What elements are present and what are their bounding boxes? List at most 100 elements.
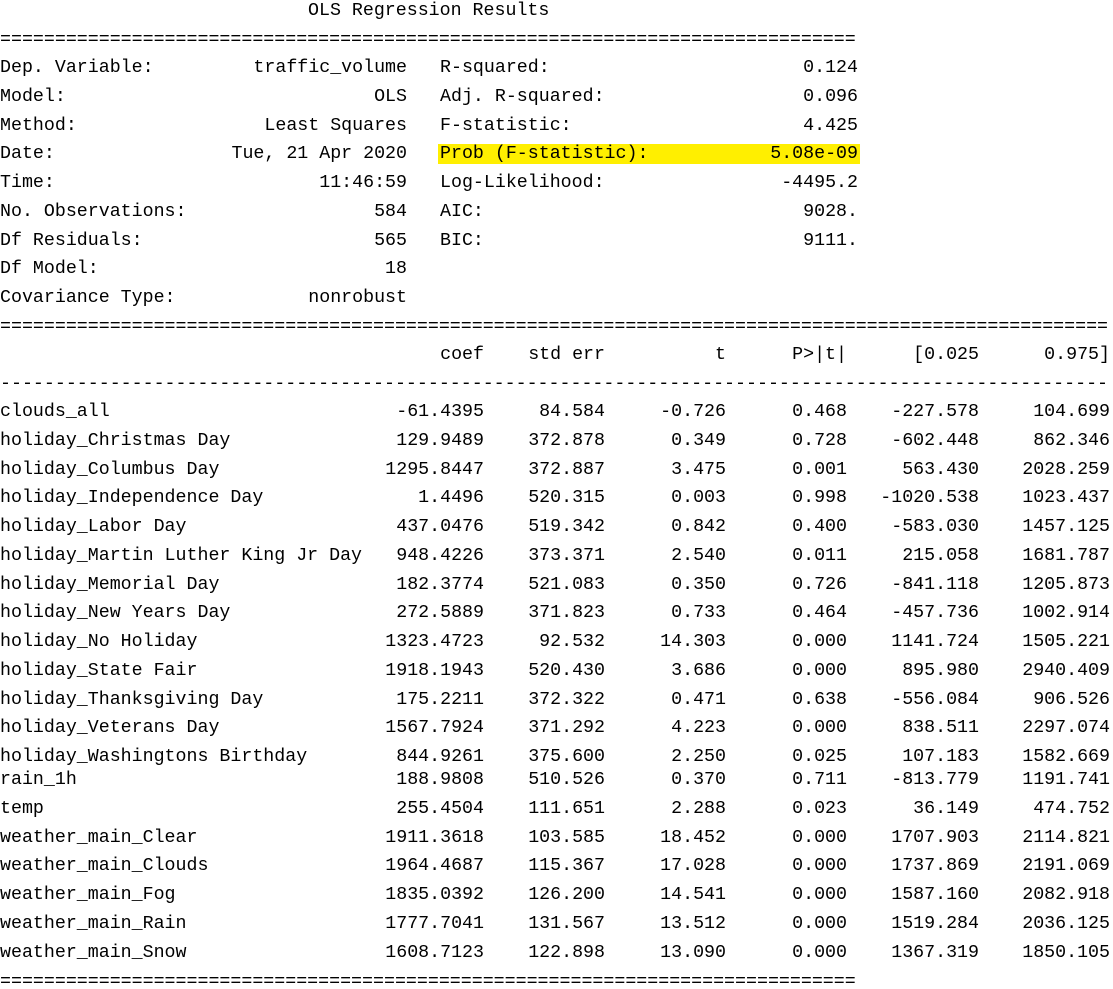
summary-value: 584	[374, 201, 407, 222]
summary-label: Covariance Type:	[0, 288, 176, 308]
cell: 1002.914	[1022, 603, 1110, 624]
summary-label: BIC:	[440, 230, 484, 251]
summary-label: Dep. Variable:	[0, 58, 154, 78]
summary-label: No. Observations:	[0, 201, 187, 222]
cell: 373.371	[528, 545, 605, 566]
summary-label: F-statistic:	[440, 115, 572, 136]
cell: 0.025	[792, 747, 847, 767]
cell: 2114.821	[1022, 827, 1110, 848]
column-header: [0.025	[913, 345, 979, 365]
row-label: temp	[0, 798, 44, 819]
cell: 2028.259	[1022, 459, 1110, 480]
summary-label: Prob (F-statistic):	[440, 144, 649, 165]
cell: 2.288	[671, 798, 726, 819]
cell: -61.4395	[396, 402, 484, 422]
cell: 372.887	[528, 459, 605, 480]
summary-label: Method:	[0, 115, 77, 136]
cell: 0.370	[671, 770, 726, 790]
summary-value: OLS	[374, 86, 407, 107]
cell: 1.4496	[418, 488, 484, 509]
cell: 2940.409	[1022, 660, 1110, 681]
cell: -602.448	[891, 430, 979, 451]
cell: 0.468	[792, 402, 847, 422]
cell: 0.000	[792, 942, 847, 963]
cell: 1964.4687	[385, 856, 484, 877]
cell: 0.001	[792, 459, 847, 480]
summary-label: AIC:	[440, 201, 484, 222]
row-label: holiday_Martin Luther King Jr Day	[0, 545, 363, 566]
row-label: weather_main_Snow	[0, 942, 187, 963]
cell: 1519.284	[891, 913, 979, 934]
row-label: weather_main_Fog	[0, 885, 176, 905]
separator: ========================================…	[0, 30, 856, 50]
cell: 563.430	[902, 459, 979, 480]
cell: 844.9261	[396, 747, 484, 767]
column-header: P>|t|	[792, 345, 847, 365]
cell: 0.003	[671, 488, 726, 509]
cell: 1850.105	[1022, 942, 1110, 963]
cell: 255.4504	[396, 798, 484, 819]
column-header: 0.975]	[1044, 345, 1110, 365]
cell: 1457.125	[1022, 517, 1110, 537]
cell: 104.699	[1033, 402, 1110, 422]
cell: 1323.4723	[385, 632, 484, 652]
summary-label: Log-Likelihood:	[440, 173, 605, 193]
column-header: coef	[440, 345, 484, 365]
cell: 0.349	[671, 430, 726, 451]
cell: 437.0476	[396, 517, 484, 537]
cell: 0.000	[792, 660, 847, 681]
cell: 2.540	[671, 545, 726, 566]
cell: -841.118	[891, 574, 979, 595]
cell: -813.779	[891, 770, 979, 790]
cell: 0.350	[671, 574, 726, 595]
cell: 131.567	[528, 913, 605, 934]
row-label: weather_main_Clear	[0, 827, 198, 848]
cell: 126.200	[528, 885, 605, 905]
cell: 122.898	[528, 942, 605, 963]
cell: 0.726	[792, 574, 847, 595]
column-header: std err	[528, 345, 605, 365]
cell: 1141.724	[891, 632, 979, 652]
row-label: holiday_Labor Day	[0, 517, 187, 537]
summary-value: -4495.2	[781, 173, 858, 193]
cell: 0.998	[792, 488, 847, 509]
cell: 0.728	[792, 430, 847, 451]
row-label: holiday_Christmas Day	[0, 430, 231, 451]
cell: 188.9808	[396, 770, 484, 790]
cell: 1608.7123	[385, 942, 484, 963]
summary-value: 11:46:59	[319, 173, 407, 193]
cell: 111.651	[528, 798, 605, 819]
summary-label: Time:	[0, 173, 55, 193]
summary-value: traffic_volume	[253, 58, 407, 78]
cell: 272.5889	[396, 603, 484, 624]
column-header: t	[715, 345, 726, 365]
row-label: weather_main_Clouds	[0, 856, 209, 877]
cell: 115.367	[528, 856, 605, 877]
row-label: rain_1h	[0, 770, 77, 790]
cell: -556.084	[891, 689, 979, 710]
summary-value: nonrobust	[308, 288, 407, 308]
cell: 862.346	[1033, 430, 1110, 451]
summary-label: Df Model:	[0, 259, 99, 280]
cell: 372.322	[528, 689, 605, 710]
cell: 3.686	[671, 660, 726, 681]
cell: 129.9489	[396, 430, 484, 451]
cell: 0.000	[792, 718, 847, 739]
cell: 2.250	[671, 747, 726, 767]
cell: 0.400	[792, 517, 847, 537]
row-label: holiday_Washingtons Birthday	[0, 747, 308, 767]
cell: 1737.869	[891, 856, 979, 877]
cell: -0.726	[660, 402, 726, 422]
cell: -1020.538	[880, 488, 979, 509]
cell: 1505.221	[1022, 632, 1110, 652]
cell: 520.430	[528, 660, 605, 681]
cell: 0.000	[792, 856, 847, 877]
cell: 2082.918	[1022, 885, 1110, 905]
cell: -227.578	[891, 402, 979, 422]
separator: ========================================…	[0, 972, 856, 989]
row-label: holiday_No Holiday	[0, 632, 198, 652]
cell: 838.511	[902, 718, 979, 739]
cell: 182.3774	[396, 574, 484, 595]
cell: 13.090	[660, 942, 726, 963]
